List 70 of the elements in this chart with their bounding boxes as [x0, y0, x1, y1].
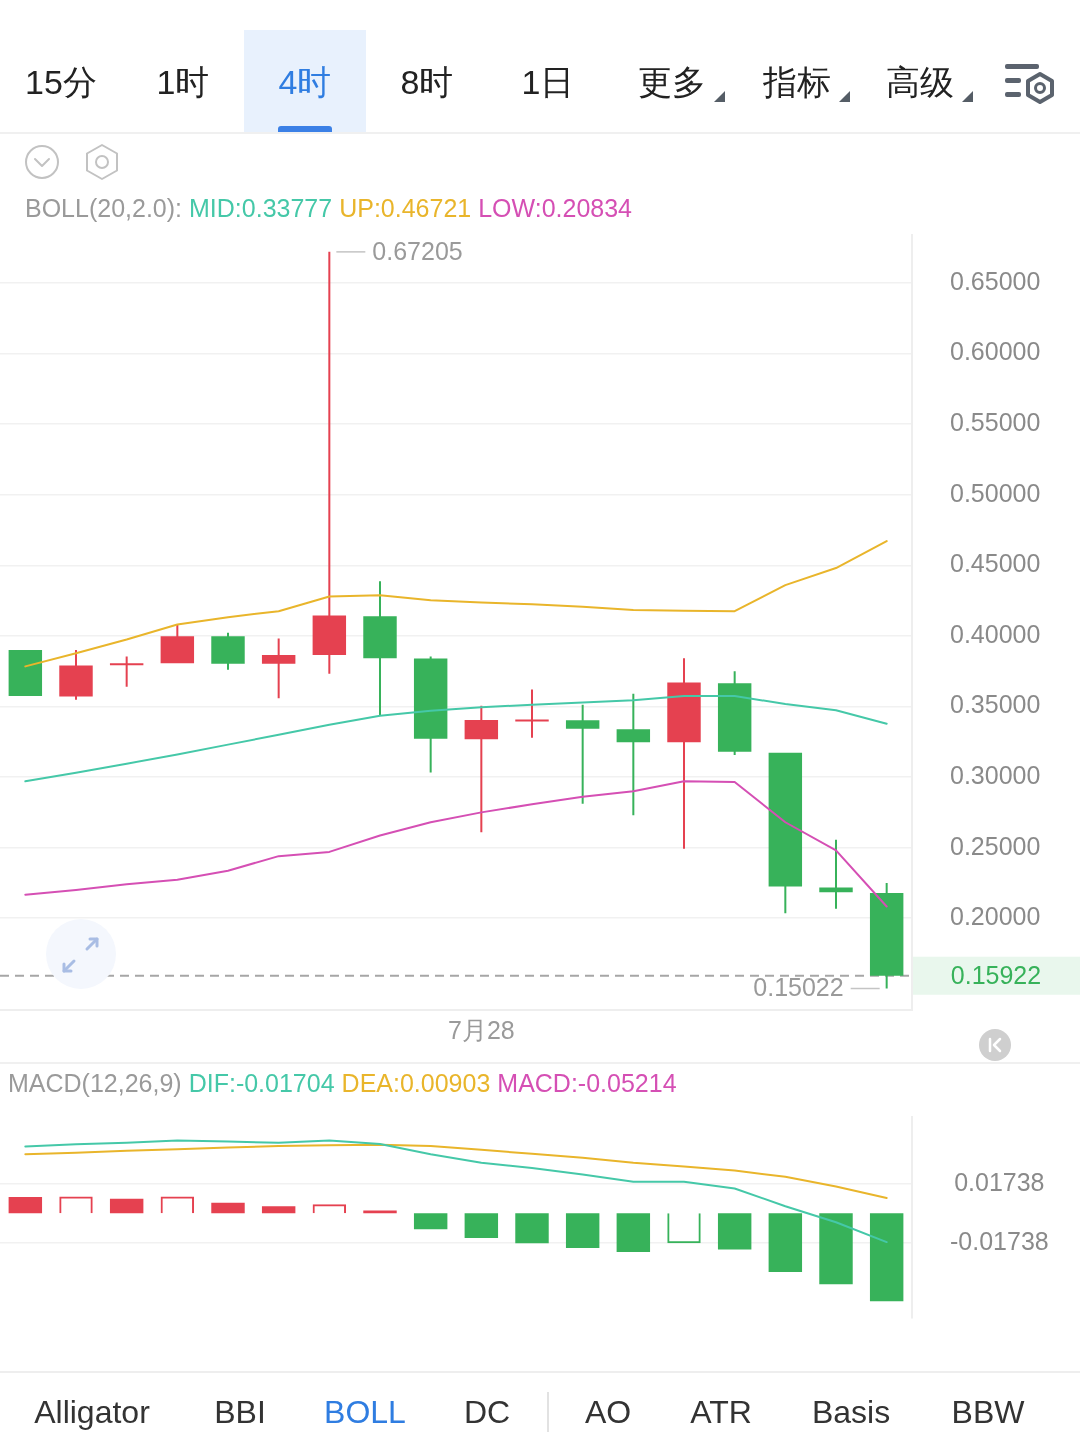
bar	[363, 1210, 397, 1214]
bar	[768, 1213, 803, 1272]
text: Alligator	[34, 1393, 150, 1431]
text: 8时	[400, 62, 454, 103]
text: 更多	[638, 62, 706, 103]
text: DC	[463, 1393, 511, 1431]
candlestick	[515, 689, 549, 738]
y-tick-label: 0.25000	[950, 831, 1041, 860]
bar	[616, 1213, 651, 1252]
text: BBI	[214, 1393, 266, 1431]
bar	[413, 1213, 448, 1230]
candlestick	[363, 581, 397, 716]
bar	[717, 1213, 752, 1250]
candlestick	[819, 839, 853, 909]
candlestick	[565, 704, 600, 804]
y-tick-label: 0.50000	[950, 478, 1041, 507]
annotation: 0.15022	[753, 973, 844, 1002]
text: LOW:0.20834	[478, 194, 633, 222]
text: BBW	[951, 1393, 1025, 1431]
candlestick	[768, 752, 803, 914]
candlestick	[261, 638, 296, 699]
y-tick-label: 0.45000	[950, 549, 1041, 578]
text: MACD:-0.05214	[497, 1069, 677, 1097]
text: 15分	[25, 62, 97, 103]
candlestick	[413, 656, 448, 773]
bar	[869, 1213, 904, 1302]
y-tick-label: 0.40000	[950, 619, 1041, 648]
y-tick-label: 0.35000	[950, 690, 1041, 719]
chart-title: BOLL(20,2.0):	[25, 194, 183, 222]
text: UP:0.46721	[339, 194, 472, 222]
bar	[8, 1197, 43, 1214]
candlestick	[667, 658, 701, 849]
candlestick	[160, 624, 195, 664]
y-tick-label: 0.20000	[950, 902, 1041, 931]
text: 高级	[886, 62, 954, 103]
y-tick-label: 0.55000	[950, 408, 1041, 437]
text: 1日	[521, 62, 575, 103]
y-tick-label: 0.60000	[950, 337, 1041, 366]
annotation: 0.67205	[372, 236, 463, 265]
bar	[109, 1198, 144, 1214]
candlestick	[211, 632, 245, 670]
y-tick-label: 0.65000	[950, 266, 1041, 295]
text: 1时	[156, 62, 210, 103]
text: 4时	[278, 62, 332, 103]
candlestick	[717, 671, 752, 756]
bar	[261, 1206, 296, 1214]
x-tick-label: 7月28	[447, 1015, 515, 1044]
candlestick	[59, 650, 93, 700]
ref-line-label: 0.15922	[950, 960, 1042, 989]
bar	[515, 1213, 549, 1244]
text: AO	[584, 1393, 632, 1431]
series-label: DIF:-0.01704	[188, 1069, 335, 1097]
y-tick-label: -0.01738	[950, 1226, 1049, 1255]
text: MID:0.33777	[189, 194, 333, 222]
candlestick	[616, 693, 651, 816]
bar	[211, 1202, 245, 1214]
bar	[565, 1213, 600, 1248]
text: ATR	[690, 1393, 752, 1431]
candlestick	[109, 656, 144, 687]
chart-title: MACD(12,26,9)	[8, 1069, 182, 1097]
y-tick-label: 0.01738	[954, 1167, 1045, 1196]
candlestick	[464, 705, 499, 833]
series-label: DEA:0.00903	[341, 1069, 491, 1097]
text: Basis	[811, 1393, 891, 1431]
text: 指标	[763, 62, 831, 103]
bar	[464, 1213, 499, 1239]
candlestick	[8, 650, 43, 697]
text: BOLL	[324, 1393, 406, 1431]
y-tick-label: 0.30000	[950, 760, 1041, 789]
bar	[819, 1213, 853, 1285]
